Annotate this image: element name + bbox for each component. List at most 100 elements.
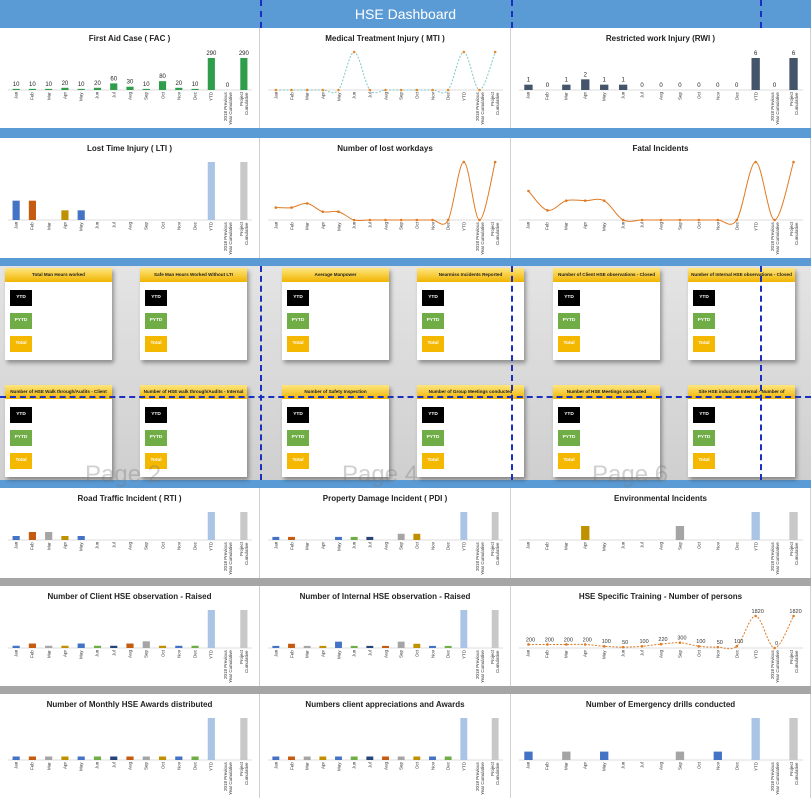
data-label: 290 [206,51,217,57]
x-tick-label: Jul [367,542,373,548]
x-tick-label: Project Cumulative [490,650,501,673]
x-tick-label: Aug [658,92,664,101]
x-tick-label: Jul [639,650,645,656]
x-tick-label: Oct [414,92,420,100]
x-tick-label: Jan [525,542,531,550]
data-label: 200 [526,637,535,643]
kpi-badge: YTD [287,407,309,423]
bar [207,512,215,540]
x-tick-label: Jun [351,650,357,658]
marker [446,88,450,92]
bar [303,645,311,648]
data-label: 200 [583,637,592,643]
x-tick-label: Project Cumulative [238,542,249,565]
x-tick-label: YTD [753,650,759,659]
kpi-badge: PYTD [145,313,167,329]
chart-panel: Restricted work Injury (RWI ) 1 0 1 2 1 1 0 0 0 0 0… [511,28,811,128]
bar [207,162,215,220]
x-tick-label: Jun [94,650,100,658]
bar [581,79,590,90]
x-tick-label: 2018 Previous Year Cumulative [474,92,485,125]
data-label: 1 [603,78,607,84]
kpi-badge: PYTD [145,430,167,446]
kpi-badge: Total [287,336,309,352]
bar [158,756,167,760]
x-tick-label: Jan [525,762,531,770]
x-tick-label: Oct [160,542,166,550]
marker [621,645,625,649]
x-tick-label: Dec [734,222,740,231]
x-tick-label: 2018 Previous Year Cumulative [769,92,780,125]
kpi-badge: Total [422,453,444,469]
data-label: 200 [564,637,573,643]
chart-panel: Medical Treatment Injury ( MTI ) Jan Feb Ma… [260,28,511,128]
kpi-badge: YTD [422,407,444,423]
bar [191,645,199,648]
chart-panel: Numbers client appreciations and Awards J… [260,694,511,798]
bar [460,512,468,540]
bar [142,88,150,90]
bar [61,536,69,540]
bar [45,532,53,540]
bar [319,756,327,760]
line [528,161,795,225]
x-tick-label: Mar [304,92,310,100]
page-guide [260,266,262,480]
data-label: 10 [45,82,52,88]
x-tick-label: Dec [734,650,740,659]
kpi-badge: PYTD [558,313,580,329]
bar [240,162,248,220]
x-tick-label: Nov [430,650,435,659]
marker [352,50,356,54]
chart [8,162,252,221]
x-tick-label: Jun [94,222,100,230]
x-tick-label: Nov [715,542,721,551]
chart-panel: Property Damage Incident ( PDI ) Jan Feb Ma… [260,488,511,578]
chart-title: Environmental Incidents [614,494,707,503]
x-tick-label: Dec [192,762,198,771]
x-tick-label: Aug [658,222,664,231]
chart-title: Property Damage Incident ( PDI ) [322,494,448,503]
kpi-badge: YTD [693,290,715,306]
x-tick-label: Jan [273,92,279,100]
x-tick-label: Aug [383,542,388,551]
bar [524,84,533,90]
marker [565,643,568,646]
x-tick-label: Feb [29,92,35,100]
x-tick-label: Sep [677,650,683,659]
bar [751,512,760,540]
separator [0,258,811,266]
bar [350,536,358,540]
kpi-area [0,266,811,480]
x-tick-label: Mar [563,762,569,770]
data-label: 100 [696,639,705,645]
bar [77,756,85,760]
x-tick-label: Apr [582,222,588,230]
data-label: 20 [94,81,101,87]
x-tick-label: Project Cumulative [490,92,501,115]
x-tick-label: Nov [430,762,435,771]
chart-title: Medical Treatment Injury ( MTI ) [325,34,445,43]
header: HSE Dashboard [0,0,811,28]
x-tick-label: Dec [445,92,451,101]
x-tick-label: Dec [192,92,198,101]
marker [546,643,549,646]
x-tick-label: Nov [430,222,435,231]
marker [678,641,682,645]
bar [713,751,722,760]
kpi-badge: Total [287,453,309,469]
x-tick-label: Jul [367,92,373,98]
x-tick-label: Jun [351,762,357,770]
bar [789,718,798,760]
chart-title: Lost Time Injury ( LTI ) [86,144,173,153]
bar [382,756,389,760]
x-tick-label: Apr [62,92,68,100]
kpi-card: Number of HSE walk through/Audits - Inte… [140,385,247,477]
bar [12,645,20,648]
kpi-title: Number of HSE Walk through/Audits - Clie… [5,385,112,399]
x-tick-label: Feb [29,222,35,230]
data-label: 1820 [789,609,801,615]
marker [290,88,293,92]
marker [773,646,776,650]
x-tick-label: YTD [461,650,467,659]
